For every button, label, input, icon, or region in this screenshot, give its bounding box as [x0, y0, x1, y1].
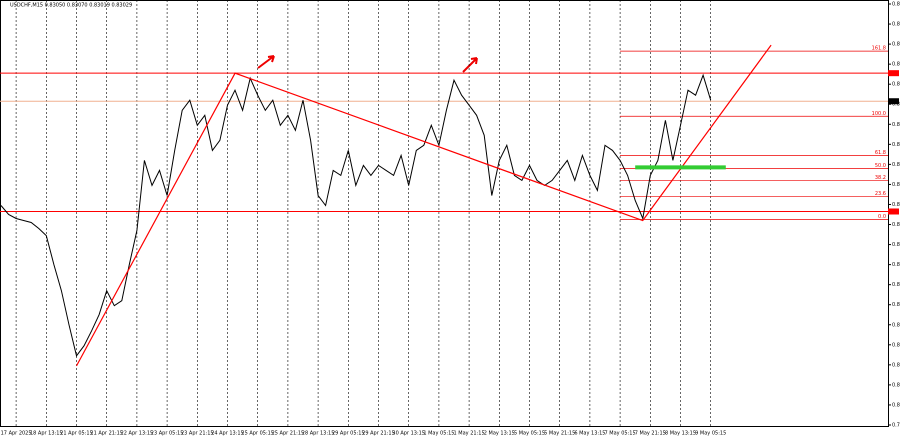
y-tick-label: 0.8120: [892, 282, 900, 288]
x-tick-label: 9 May 05:15: [695, 431, 726, 437]
y-tick-label: 0.8400: [892, 2, 900, 8]
fib-label: 61.8: [875, 150, 886, 156]
y-tick-label: 0.8380: [892, 22, 900, 28]
y-tick-label: 0.8320: [892, 82, 900, 88]
arrow: [257, 55, 275, 69]
fib-label: 23.6: [875, 191, 886, 197]
x-tick-label: 6 May 13:15: [574, 431, 605, 437]
y-tick-label: 0.8300: [892, 102, 900, 108]
x-tick-label: 17 Apr 2025: [1, 431, 32, 437]
plot-frame: [0, 0, 889, 427]
trend-line: [75, 44, 772, 367]
y-tick-label: 0.8080: [892, 322, 900, 328]
x-tick-label: 1 May 05:15: [423, 431, 454, 437]
x-tick-label: 25 Apr 05:15: [241, 431, 274, 437]
y-tick-label: 0.8340: [892, 62, 900, 68]
y-tick-label: 0.8240: [892, 162, 900, 168]
price-line: [0, 73, 712, 357]
y-tick-label: 0.8220: [892, 182, 900, 188]
arrow: [462, 57, 478, 73]
fib-label: 161.8: [872, 46, 886, 52]
x-tick-label: 23 Apr 21:15: [181, 431, 214, 437]
level-marker: [888, 70, 899, 77]
x-tick-label: 5 May 21:15: [544, 431, 575, 437]
x-tick-label: 22 Apr 13:15: [121, 431, 154, 437]
y-tick-label: 0.8020: [892, 382, 900, 388]
y-tick-label: 0.8060: [892, 342, 900, 348]
y-tick-label: 0.8260: [892, 142, 900, 148]
y-tick-label: 0.8280: [892, 122, 900, 128]
x-tick-label: 23 Apr 05:15: [151, 431, 184, 437]
x-tick-label: 24 Apr 13:15: [211, 431, 244, 437]
y-tick-label: 0.8040: [892, 362, 900, 368]
x-tick-label: 18 Apr 13:15: [30, 431, 63, 437]
x-tick-label: 5 May 05:15: [514, 431, 545, 437]
x-tick-label: 21 Apr 21:15: [90, 431, 123, 437]
y-tick-label: 0.8000: [892, 402, 900, 408]
y-tick-label: 0.8200: [892, 202, 900, 208]
x-tick-label: 30 Apr 13:15: [392, 431, 425, 437]
fib-label: 0.0: [878, 214, 886, 220]
chart-title: USDCHF,M15 0.83050 0.83070 0.83019 0.830…: [10, 3, 132, 9]
x-tick-label: 21 Apr 05:15: [60, 431, 93, 437]
y-tick-label: 0.8140: [892, 262, 900, 268]
x-tick-label: 7 May 05:15: [605, 431, 636, 437]
y-tick-label: 0.8180: [892, 222, 900, 228]
price-marker: [888, 98, 899, 105]
y-tick-label: 0.8160: [892, 242, 900, 248]
x-tick-label: 28 Apr 13:15: [302, 431, 335, 437]
y-tick-label: 0.8360: [892, 42, 900, 48]
x-tick-label: 8 May 13:15: [665, 431, 696, 437]
x-tick-label: 25 Apr 21:15: [272, 431, 305, 437]
x-tick-label: 29 Apr 21:15: [362, 431, 395, 437]
y-tick-label: 0.7980: [892, 422, 900, 428]
x-tick-label: 7 May 21:15: [635, 431, 666, 437]
fib-label: 50.0: [875, 163, 886, 169]
fib-label: 100.0: [872, 111, 886, 117]
fib-label: 38.2: [875, 175, 886, 181]
level-marker: [888, 208, 899, 215]
x-tick-label: 29 Apr 05:15: [332, 431, 365, 437]
x-tick-label: 2 May 13:15: [484, 431, 515, 437]
x-tick-label: 1 May 21:15: [454, 431, 485, 437]
